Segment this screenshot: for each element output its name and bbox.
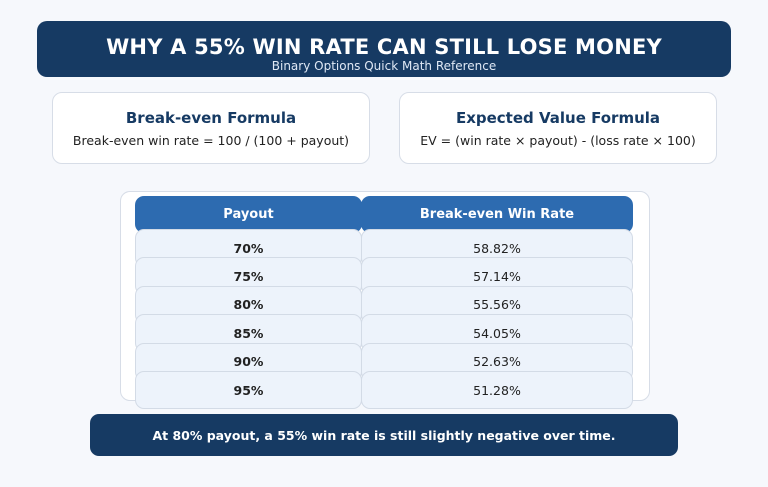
expected-value-formula-card: Expected Value Formula EV = (win rate × … [399,92,717,164]
card-title: Expected Value Formula [455,109,661,127]
column-header-payout: Payout [135,196,362,233]
page-subtitle: Binary Options Quick Math Reference [271,59,497,73]
card-title: Break-even Formula [125,109,297,127]
break-even-rate-cell: 51.28% [361,371,633,409]
page-title: WHY A 55% WIN RATE CAN STILL LOSE MONEY [106,35,662,59]
break-even-formula-card: Break-even Formula Break-even win rate =… [52,92,370,164]
title-banner: WHY A 55% WIN RATE CAN STILL LOSE MONEY … [37,21,731,77]
column-header-break-even-win-rate: Break-even Win Rate [361,196,633,233]
payout-cell: 95% [135,371,362,409]
card-formula: Break-even win rate = 100 / (100 + payou… [72,133,350,148]
footer-note: At 80% payout, a 55% win rate is still s… [90,414,678,456]
card-formula: EV = (win rate × payout) - (loss rate × … [420,133,696,148]
